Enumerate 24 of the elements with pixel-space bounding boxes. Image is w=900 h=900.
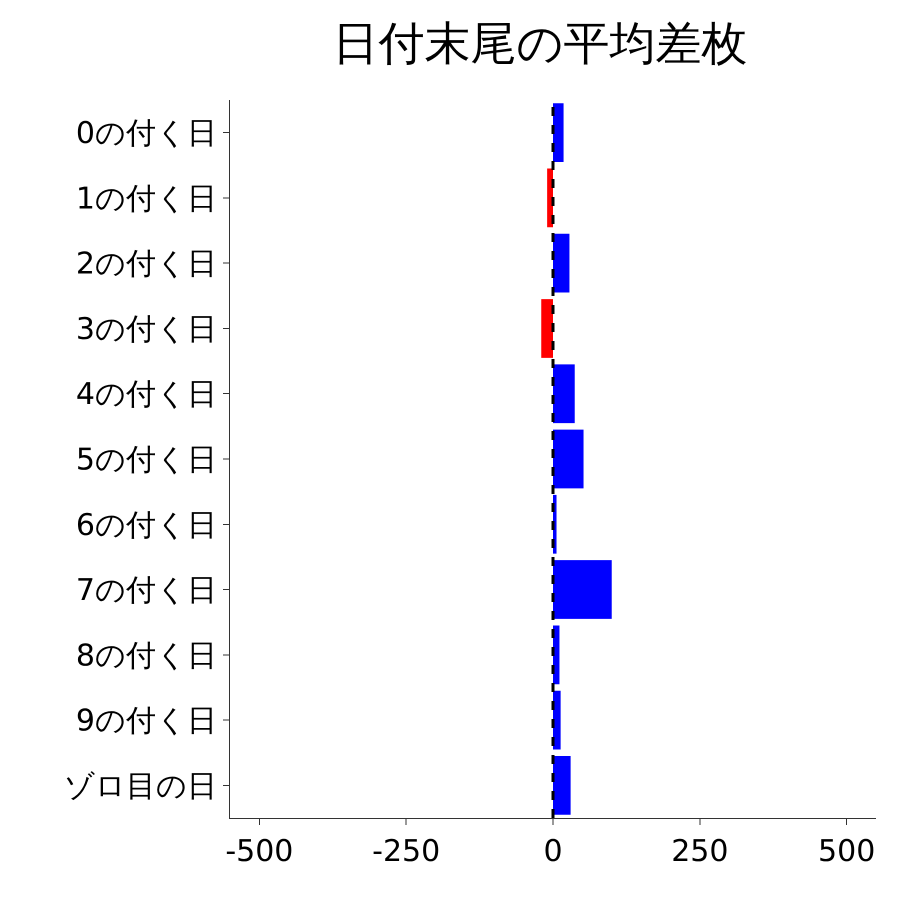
- bar: [553, 560, 612, 619]
- x-tick-label: -500: [225, 834, 294, 869]
- bar: [553, 756, 571, 815]
- y-tick-label: 1の付く日: [76, 181, 217, 216]
- y-tick-label: 7の付く日: [76, 573, 217, 608]
- y-tick-label: 5の付く日: [76, 442, 217, 478]
- y-tick-label: 4の付く日: [76, 377, 217, 412]
- y-tick-label: 0の付く日: [76, 116, 217, 152]
- x-tick-label: 0: [543, 834, 563, 869]
- chart-title: 日付末尾の平均差枚: [332, 16, 748, 70]
- y-tick-label: 2の付く日: [76, 246, 217, 282]
- y-tick-label: 3の付く日: [76, 312, 217, 347]
- bar: [553, 364, 575, 424]
- x-tick-label: 500: [818, 834, 876, 869]
- x-tick-label: -250: [372, 834, 440, 869]
- bar: [553, 103, 564, 162]
- x-tick-label: 250: [671, 834, 728, 869]
- bar: [553, 430, 584, 488]
- y-tick-label: 8の付く日: [76, 638, 217, 674]
- y-tick-label: 9の付く日: [76, 704, 217, 739]
- y-tick-label: ゾロ目の日: [64, 768, 217, 804]
- y-tick-label: 6の付く日: [76, 508, 217, 543]
- bar: [541, 299, 553, 358]
- bar: [553, 234, 570, 293]
